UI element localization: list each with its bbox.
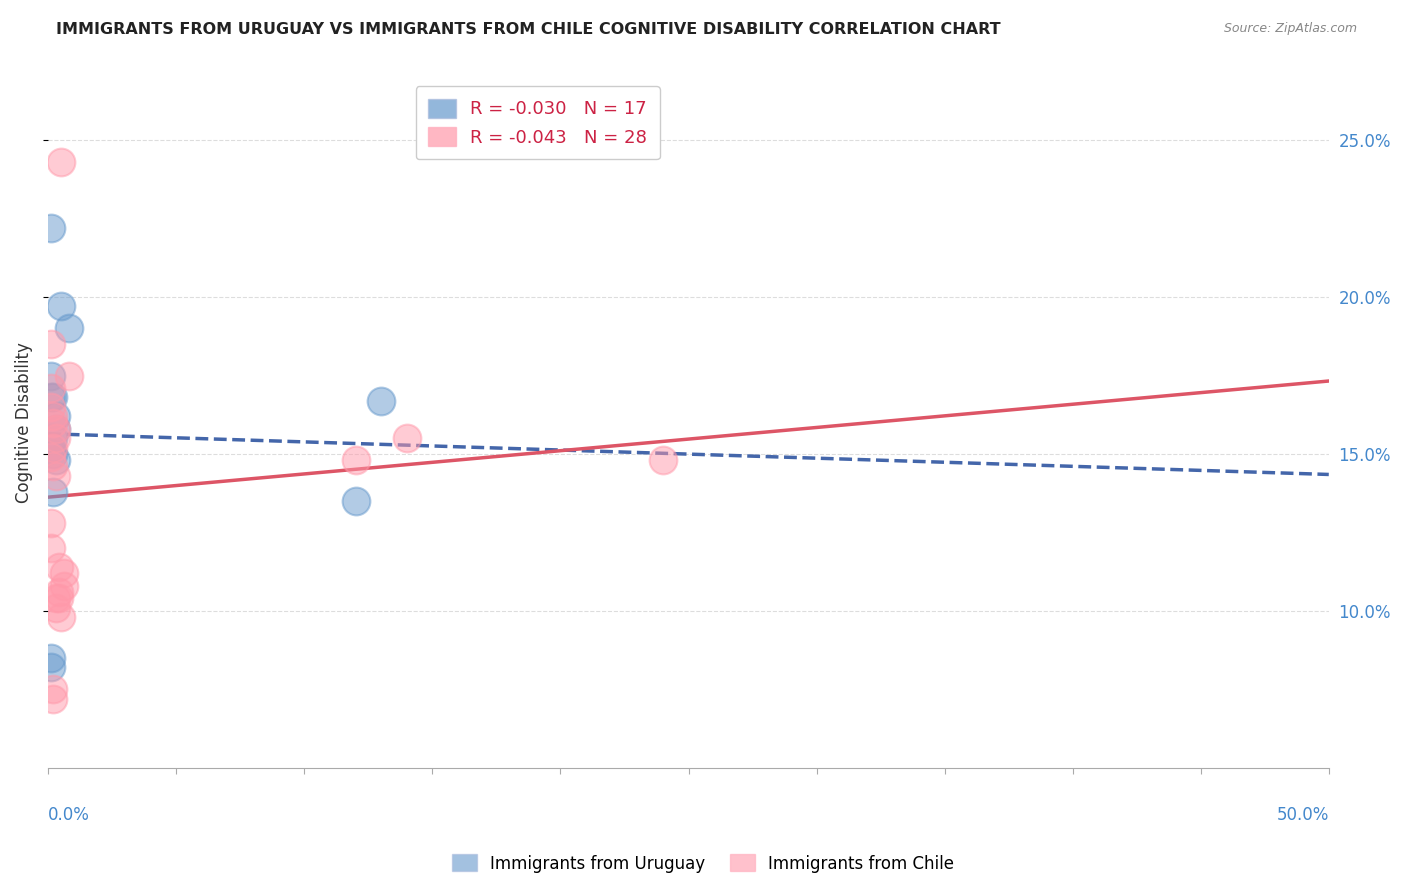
Point (58, 368, 80, 383)
Point (42, 409, 65, 424)
Point (48, 560, 70, 574)
Point (42, 682, 65, 697)
Text: 50.0%: 50.0% (1277, 805, 1329, 823)
Legend: Immigrants from Uruguay, Immigrants from Chile: Immigrants from Uruguay, Immigrants from… (444, 847, 962, 880)
Point (344, 453, 367, 467)
Point (39, 368, 62, 383)
Point (39, 450, 62, 464)
Point (45, 591, 67, 606)
Point (52, 579, 75, 593)
Point (48, 585, 70, 599)
Point (39, 541, 62, 555)
Legend: R = -0.030   N = 17, R = -0.043   N = 28: R = -0.030 N = 17, R = -0.043 N = 28 (416, 87, 659, 160)
Point (39, 651, 62, 665)
Point (45, 422, 67, 436)
Point (39, 337, 62, 351)
Point (45, 409, 67, 424)
Y-axis label: Cognitive Disability: Cognitive Disability (15, 343, 32, 503)
Point (42, 416, 65, 430)
Text: 0.0%: 0.0% (48, 805, 90, 823)
Text: Source: ZipAtlas.com: Source: ZipAtlas.com (1223, 22, 1357, 36)
Point (39, 400, 62, 414)
Point (52, 566, 75, 581)
Point (45, 453, 67, 467)
Point (42, 459, 65, 474)
Point (39, 660, 62, 674)
Point (42, 484, 65, 499)
Point (42, 691, 65, 706)
Point (45, 431, 67, 445)
Point (42, 431, 65, 445)
Point (370, 393, 392, 408)
Point (344, 494, 367, 508)
Point (42, 447, 65, 461)
Point (39, 221, 62, 235)
Point (48, 591, 70, 606)
Point (39, 516, 62, 530)
Point (58, 321, 80, 335)
Point (49, 300, 72, 314)
Text: IMMIGRANTS FROM URUGUAY VS IMMIGRANTS FROM CHILE COGNITIVE DISABILITY CORRELATIO: IMMIGRANTS FROM URUGUAY VS IMMIGRANTS FR… (56, 22, 1001, 37)
Point (45, 469, 67, 483)
Point (42, 391, 65, 405)
Point (39, 381, 62, 395)
Point (39, 441, 62, 455)
Point (49, 610, 72, 624)
Point (395, 431, 418, 445)
Point (45, 600, 67, 615)
Point (42, 441, 65, 455)
Point (45, 422, 67, 436)
Point (49, 155, 72, 169)
Point (39, 391, 62, 405)
Point (651, 453, 673, 467)
